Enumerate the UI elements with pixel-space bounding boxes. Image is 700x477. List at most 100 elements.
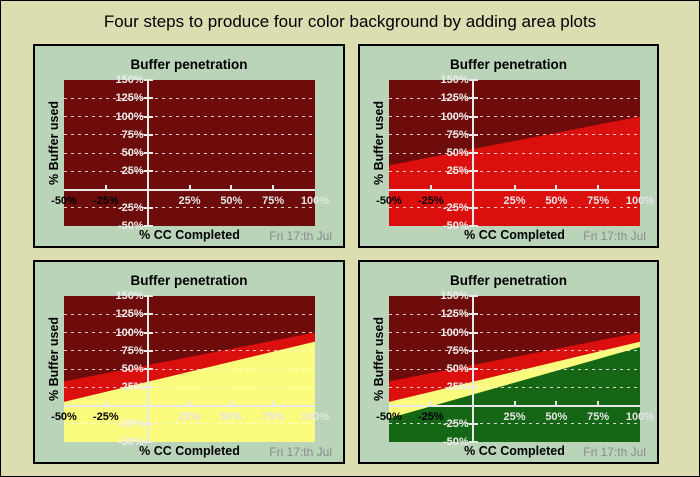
gridline <box>389 332 640 333</box>
y-tick-mark <box>143 441 153 443</box>
y-tick-label: 150% <box>440 290 469 302</box>
y-tick-label: -50% <box>117 436 144 448</box>
x-tick-label: -50% <box>376 410 402 423</box>
y-tick-label: 50% <box>446 363 469 375</box>
x-tick-mark <box>230 184 233 191</box>
y-tick-mark <box>468 441 478 443</box>
chart-date: Fri 17:th Jul <box>269 445 332 459</box>
y-axis-title: % Buffer used <box>47 100 61 186</box>
y-tick-label: 75% <box>121 344 144 357</box>
y-tick-mark <box>468 152 478 154</box>
x-tick-mark <box>188 400 191 407</box>
charts-grid: Buffer penetration % Buffer used 150% 125… <box>33 44 659 464</box>
buffer-penetration-panel: Buffer penetration % Buffer used 150% 125… <box>33 260 345 464</box>
x-tick-mark <box>555 400 558 407</box>
chart-date: Fri 17:th Jul <box>583 445 646 459</box>
x-tick-mark <box>272 184 275 191</box>
gridline <box>64 152 315 154</box>
x-tick-mark <box>513 400 516 407</box>
x-tick-mark <box>555 184 558 191</box>
gridline <box>389 152 640 154</box>
y-tick-label: 100% <box>115 326 144 339</box>
chart-title: Buffer penetration <box>130 57 248 72</box>
x-tick-mark <box>597 184 600 191</box>
plot-area: 150% 125% 100% 75% 50% 25% -25% -50% -50% -25% 25%… <box>51 74 329 232</box>
area-yellow <box>64 341 315 442</box>
gridline <box>389 386 640 388</box>
y-tick-mark <box>468 349 478 352</box>
y-tick-mark <box>468 79 478 81</box>
gridline <box>389 313 640 315</box>
y-tick-mark <box>143 170 153 173</box>
x-tick-label: 100% <box>300 194 330 207</box>
gridline <box>389 368 640 370</box>
gridline <box>64 332 315 333</box>
y-tick-label: 100% <box>440 110 469 123</box>
y-tick-label: 25% <box>121 381 144 394</box>
chart-title: Buffer penetration <box>449 273 567 288</box>
gridline <box>64 134 315 136</box>
y-axis-title: % Buffer used <box>372 316 386 402</box>
x-tick-label: 50% <box>220 194 243 207</box>
gridline <box>389 170 640 172</box>
x-tick-label: -50% <box>376 194 402 207</box>
x-tick-mark <box>104 184 107 191</box>
x-tick-label: 75% <box>587 194 610 207</box>
chart-date: Fri 17:th Jul <box>583 229 646 243</box>
x-tick-label: -25% <box>417 194 444 207</box>
y-tick-label: -25% <box>117 417 144 430</box>
y-tick-label: 75% <box>446 128 469 141</box>
x-tick-label: 25% <box>178 410 201 423</box>
x-tick-mark <box>513 184 516 191</box>
y-axis-title: % Buffer used <box>372 100 386 186</box>
y-tick-mark <box>143 225 153 227</box>
x-tick-label: 100% <box>625 194 655 207</box>
y-axis-title: % Buffer used <box>47 316 61 402</box>
gridline <box>64 423 315 425</box>
x-axis-title: % CC Completed <box>464 444 565 458</box>
gridline <box>64 368 315 370</box>
y-tick-mark <box>143 331 153 334</box>
y-tick-mark <box>143 115 153 118</box>
y-tick-label: 100% <box>115 110 144 123</box>
x-tick-mark <box>104 400 107 407</box>
x-tick-label: 50% <box>220 410 243 423</box>
gridline <box>64 313 315 315</box>
y-tick-label: 75% <box>446 344 469 357</box>
gridline <box>64 386 315 388</box>
y-tick-mark <box>143 386 153 389</box>
x-tick-label: 25% <box>178 194 201 207</box>
y-tick-mark <box>468 97 478 100</box>
y-tick-label: 100% <box>440 326 469 339</box>
plot-area: 150% 125% 100% 75% 50% 25% -25% -50% -50% -25% 25%… <box>51 290 329 448</box>
x-tick-mark <box>230 400 233 407</box>
gridline <box>64 207 315 209</box>
gridline <box>64 116 315 117</box>
y-tick-mark <box>143 313 153 316</box>
x-tick-label: 75% <box>587 410 610 423</box>
chart-title: Buffer penetration <box>130 273 248 288</box>
chart-title: Buffer penetration <box>449 57 567 72</box>
y-tick-label: -25% <box>117 201 144 214</box>
y-tick-label: 50% <box>121 147 144 159</box>
gridline <box>389 116 640 117</box>
gridline <box>389 423 640 425</box>
y-tick-label: 125% <box>440 92 469 105</box>
y-tick-label: 125% <box>115 308 144 321</box>
x-tick-mark <box>597 400 600 407</box>
y-tick-label: 50% <box>121 363 144 375</box>
y-tick-label: 75% <box>121 128 144 141</box>
x-tick-mark <box>429 184 432 191</box>
y-tick-label: -25% <box>442 201 469 214</box>
x-tick-mark <box>429 400 432 407</box>
gridline <box>64 350 315 352</box>
y-tick-label: -50% <box>442 220 469 232</box>
y-tick-mark <box>468 225 478 227</box>
buffer-penetration-panel: Buffer penetration % Buffer used 150% 125… <box>358 260 659 464</box>
y-tick-mark <box>468 206 478 209</box>
x-axis-title: % CC Completed <box>139 444 240 458</box>
gridline <box>64 170 315 172</box>
y-tick-label: 125% <box>115 92 144 105</box>
x-tick-label: -25% <box>92 194 119 207</box>
